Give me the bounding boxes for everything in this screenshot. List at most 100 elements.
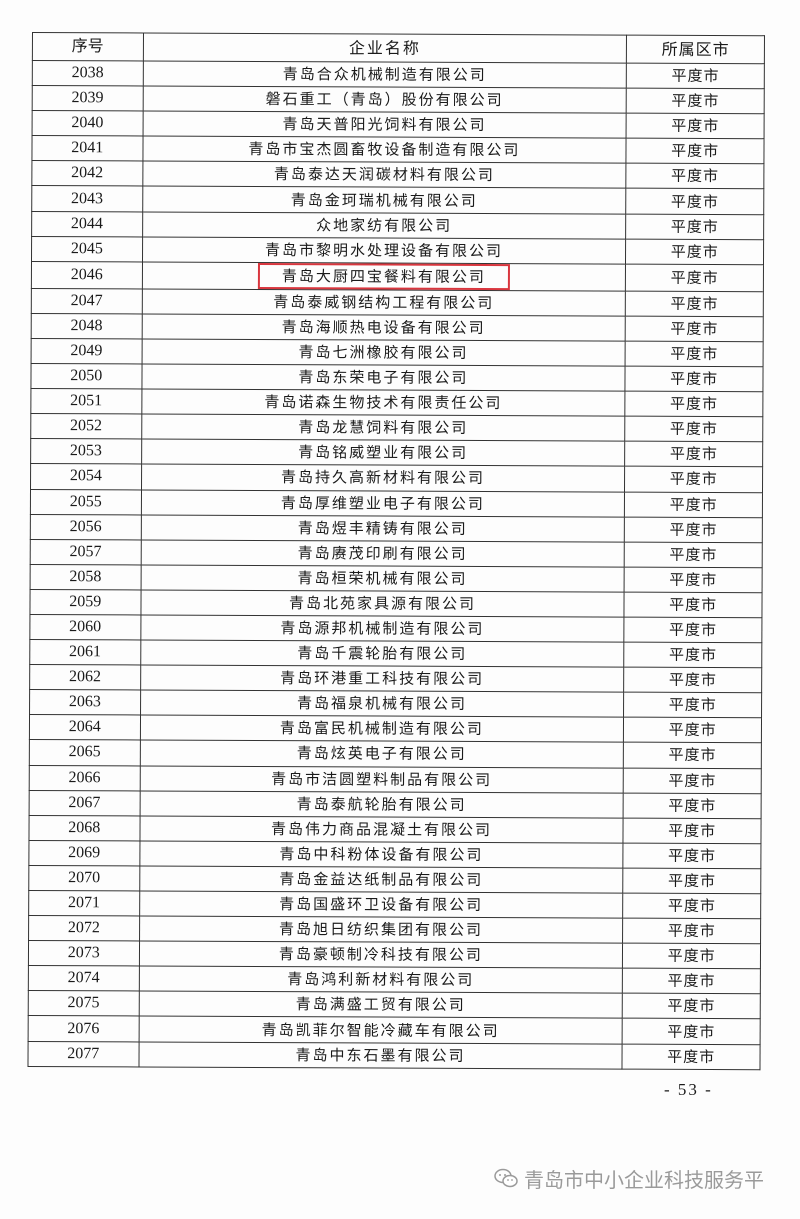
company-name-text: 青岛赓茂印刷有限公司 bbox=[297, 543, 468, 563]
cell-company-name: 青岛源邦机械制造有限公司 bbox=[140, 614, 625, 643]
company-name-text: 青岛伟力商品混凝土有限公司 bbox=[270, 819, 493, 839]
table-row: 2058 青岛桓荣机械有限公司 平度市 bbox=[30, 564, 763, 593]
cell-company-name: 青岛旭日纺织集团有限公司 bbox=[139, 916, 624, 944]
table-row: 2067 青岛泰航轮胎有限公司 平度市 bbox=[29, 790, 762, 819]
cell-company-name: 青岛七洲橡胶有限公司 bbox=[141, 338, 626, 367]
table-row: 2077 青岛中东石墨有限公司 平度市 bbox=[27, 1041, 761, 1070]
index-text: 2076 bbox=[67, 1019, 100, 1037]
cell-index: 2050 bbox=[30, 363, 142, 390]
cell-company-name: 青岛天普阳光饲料有限公司 bbox=[142, 111, 627, 139]
table-row: 2070 青岛金益达纸制品有限公司 平度市 bbox=[28, 865, 761, 894]
cell-company-name: 青岛泰威钢结构工程有限公司 bbox=[141, 288, 626, 316]
cell-company-name: 青岛富民机械制造有限公司 bbox=[139, 715, 624, 743]
table-row: 2038 青岛合众机械制造有限公司 平度市 bbox=[32, 60, 765, 89]
cell-company-name: 青岛豪顿制冷科技有限公司 bbox=[138, 941, 623, 969]
cell-district: 平度市 bbox=[625, 263, 764, 292]
index-text: 2043 bbox=[71, 189, 104, 207]
company-name-text: 磐石重工（青岛）股份有限公司 bbox=[265, 90, 504, 110]
table-row: 2071 青岛国盛环卫设备有限公司 平度市 bbox=[28, 890, 761, 919]
district-text: 平度市 bbox=[669, 495, 718, 514]
highlighted-company-name: 青岛大厨四宝餐料有限公司 bbox=[257, 262, 510, 290]
cell-index: 2077 bbox=[27, 1041, 139, 1067]
cell-district: 平度市 bbox=[626, 163, 764, 190]
company-name-text: 青岛中科粉体设备有限公司 bbox=[279, 844, 484, 864]
index-text: 2060 bbox=[69, 618, 102, 636]
cell-index: 2054 bbox=[30, 463, 142, 490]
cell-company-name: 青岛福泉机械有限公司 bbox=[140, 690, 624, 718]
cell-district: 平度市 bbox=[622, 1018, 761, 1045]
cell-company-name: 青岛市宝杰圆畜牧设备制造有限公司 bbox=[142, 136, 627, 164]
index-text: 2053 bbox=[69, 442, 102, 460]
cell-company-name: 青岛合众机械制造有限公司 bbox=[142, 60, 627, 89]
cell-district: 平度市 bbox=[623, 717, 762, 744]
cell-index: 2039 bbox=[32, 85, 143, 112]
district-text: 平度市 bbox=[668, 846, 717, 865]
cell-index: 2072 bbox=[28, 915, 140, 942]
cell-index: 2055 bbox=[30, 488, 142, 515]
cell-index: 2058 bbox=[30, 564, 141, 590]
index-text: 2061 bbox=[69, 643, 102, 661]
district-text: 平度市 bbox=[670, 192, 719, 211]
table-row: 2064 青岛富民机械制造有限公司 平度市 bbox=[29, 714, 762, 744]
cell-index: 2040 bbox=[32, 110, 143, 137]
district-text: 平度市 bbox=[671, 117, 720, 136]
index-text: 2048 bbox=[70, 317, 103, 335]
cell-company-name: 青岛中科粉体设备有限公司 bbox=[139, 840, 624, 868]
cell-company-name: 青岛东荣电子有限公司 bbox=[141, 364, 626, 392]
cell-company-name: 青岛龙慧饲料有限公司 bbox=[141, 414, 626, 442]
table-row: 2076 青岛凯菲尔智能冷藏车有限公司 平度市 bbox=[28, 1015, 761, 1045]
index-text: 2067 bbox=[68, 793, 101, 811]
index-text: 2047 bbox=[70, 291, 103, 310]
index-text: 2052 bbox=[70, 417, 103, 435]
table-row: 2042 青岛泰达天润碳材料有限公司 平度市 bbox=[31, 160, 764, 190]
cell-index: 2066 bbox=[29, 765, 140, 791]
cell-district: 平度市 bbox=[625, 238, 764, 265]
district-text: 平度市 bbox=[670, 319, 719, 338]
company-name-text: 青岛龙慧饲料有限公司 bbox=[298, 418, 469, 438]
company-name-text: 青岛国盛环卫设备有限公司 bbox=[279, 895, 484, 915]
district-text: 平度市 bbox=[667, 972, 716, 991]
company-name-text: 青岛北苑家具源有限公司 bbox=[288, 594, 477, 613]
watermark-text: 青岛市中小企业科技服务平 bbox=[524, 1168, 764, 1192]
district-text: 平度市 bbox=[669, 470, 718, 489]
company-name-text: 青岛旭日纺织集团有限公司 bbox=[279, 920, 484, 940]
table-row: 2049 青岛七洲橡胶有限公司 平度市 bbox=[31, 338, 764, 367]
cell-district: 平度市 bbox=[624, 617, 762, 643]
watermark: 青岛市中小企业科技服务平 bbox=[494, 1164, 764, 1193]
cell-district: 平度市 bbox=[623, 767, 762, 794]
cell-index: 2075 bbox=[28, 990, 139, 1017]
district-text: 平度市 bbox=[669, 420, 718, 439]
table-header-row: 序号 企业名称 所属区市 bbox=[32, 32, 765, 64]
table-row: 2039 磐石重工（青岛）股份有限公司 平度市 bbox=[32, 85, 765, 114]
district-text: 平度市 bbox=[668, 821, 717, 840]
table-body: 2038 青岛合众机械制造有限公司 平度市 2039 磐石重工（青岛）股份有限公司平度市… bbox=[27, 60, 765, 1070]
cell-district: 平度市 bbox=[624, 516, 763, 543]
district-text: 平度市 bbox=[668, 771, 717, 790]
company-name-text: 青岛海顺热电设备有限公司 bbox=[281, 317, 486, 337]
table-row: 2041 青岛市宝杰圆畜牧设备制造有限公司 平度市 bbox=[31, 135, 765, 165]
company-name-text: 青岛凯菲尔智能冷藏车有限公司 bbox=[261, 1020, 500, 1040]
table-row: 2057 青岛赓茂印刷有限公司 平度市 bbox=[30, 539, 763, 568]
table-row: 2047 青岛泰威钢结构工程有限公司 平度市 bbox=[31, 288, 764, 317]
table-row: 2045 青岛市黎明水处理设备有限公司 平度市 bbox=[31, 236, 764, 265]
index-text: 2040 bbox=[71, 114, 104, 132]
district-text: 平度市 bbox=[667, 1047, 716, 1066]
cell-district: 平度市 bbox=[623, 742, 762, 769]
table-row: 2060 青岛源邦机械制造有限公司 平度市 bbox=[29, 614, 762, 643]
table-row: 2075 青岛满盛工贸有限公司 平度市 bbox=[28, 990, 761, 1020]
index-text: 2065 bbox=[68, 743, 101, 761]
district-text: 平度市 bbox=[669, 595, 718, 614]
cell-district: 平度市 bbox=[625, 391, 763, 417]
district-text: 平度市 bbox=[668, 645, 718, 665]
district-text: 平度市 bbox=[671, 142, 720, 161]
index-text: 2050 bbox=[70, 367, 103, 385]
cell-district: 平度市 bbox=[623, 817, 762, 844]
district-text: 平度市 bbox=[668, 670, 717, 690]
cell-company-name: 青岛诺森生物技术有限责任公司 bbox=[141, 389, 626, 417]
company-name-text: 青岛市黎明水处理设备有限公司 bbox=[264, 240, 504, 260]
table-row: 2043 青岛金珂瑞机械有限公司 平度市 bbox=[31, 185, 764, 215]
district-text: 平度市 bbox=[669, 520, 718, 539]
cell-company-name: 青岛泰航轮胎有限公司 bbox=[139, 790, 624, 818]
cell-company-name: 青岛中东石墨有限公司 bbox=[138, 1041, 623, 1069]
